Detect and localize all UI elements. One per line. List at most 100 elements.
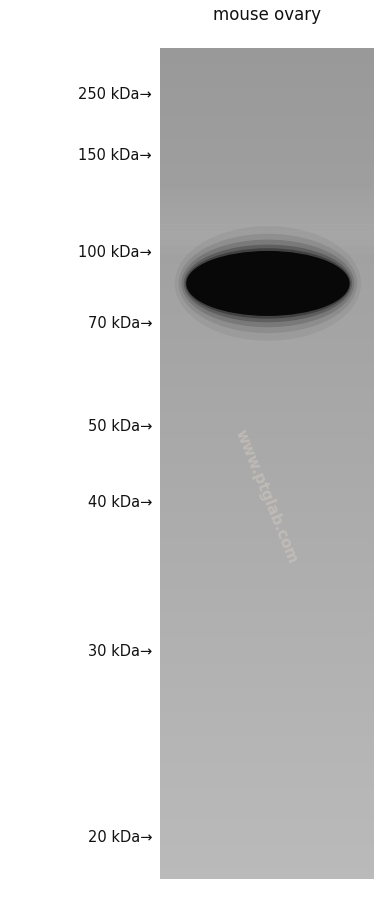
Bar xyxy=(160,422,374,431)
Bar xyxy=(160,638,374,647)
Bar xyxy=(160,687,374,697)
Bar xyxy=(160,210,374,233)
Bar xyxy=(160,364,374,373)
Bar xyxy=(160,298,374,307)
Bar xyxy=(160,779,374,788)
Bar xyxy=(160,704,374,713)
Bar xyxy=(160,655,374,664)
Ellipse shape xyxy=(175,226,361,341)
Bar xyxy=(160,314,374,324)
Bar xyxy=(160,74,374,83)
Bar xyxy=(160,746,374,755)
Bar xyxy=(160,106,374,116)
Bar xyxy=(160,373,374,382)
Bar xyxy=(160,223,374,232)
Bar xyxy=(160,98,374,107)
Bar xyxy=(160,82,374,91)
Text: 30 kDa→: 30 kDa→ xyxy=(88,644,152,658)
Bar xyxy=(160,232,374,254)
Bar xyxy=(160,530,374,539)
Bar xyxy=(160,272,374,282)
Text: mouse ovary: mouse ovary xyxy=(213,6,321,24)
Bar xyxy=(160,853,374,863)
Bar xyxy=(160,90,374,99)
Text: 100 kDa→: 100 kDa→ xyxy=(78,245,152,260)
Text: 150 kDa→: 150 kDa→ xyxy=(78,148,152,162)
Bar xyxy=(160,196,374,218)
Bar xyxy=(160,738,374,747)
Bar xyxy=(160,721,374,730)
Bar xyxy=(160,256,374,265)
Bar xyxy=(160,389,374,398)
Bar xyxy=(160,679,374,688)
Bar xyxy=(160,430,374,439)
Bar xyxy=(160,248,374,257)
Bar xyxy=(160,762,374,771)
Bar xyxy=(160,215,374,224)
Bar xyxy=(160,505,374,514)
Bar xyxy=(160,207,374,216)
Ellipse shape xyxy=(182,240,354,327)
Bar xyxy=(160,225,374,247)
Bar xyxy=(160,796,374,805)
Bar xyxy=(160,563,374,573)
Bar xyxy=(160,240,374,249)
Ellipse shape xyxy=(184,245,352,323)
Bar xyxy=(160,456,374,465)
Bar xyxy=(160,621,374,630)
Bar xyxy=(160,538,374,548)
Bar xyxy=(160,189,374,211)
Bar xyxy=(160,713,374,722)
Bar xyxy=(160,671,374,680)
Bar xyxy=(160,472,374,481)
Bar xyxy=(160,132,374,141)
Bar xyxy=(160,663,374,672)
Bar xyxy=(160,870,374,879)
Ellipse shape xyxy=(186,252,350,317)
Bar xyxy=(160,613,374,622)
Bar xyxy=(160,181,374,204)
Bar xyxy=(160,630,374,639)
Bar xyxy=(160,57,374,66)
Bar xyxy=(160,140,374,149)
Bar xyxy=(160,173,374,182)
Bar xyxy=(160,124,374,133)
Text: 40 kDa→: 40 kDa→ xyxy=(88,495,152,510)
Ellipse shape xyxy=(179,235,357,334)
Bar xyxy=(160,381,374,390)
Text: 20 kDa→: 20 kDa→ xyxy=(87,830,152,844)
Bar xyxy=(160,414,374,423)
Bar xyxy=(160,821,374,830)
Bar xyxy=(160,203,374,226)
Bar xyxy=(160,464,374,473)
Text: 250 kDa→: 250 kDa→ xyxy=(78,87,152,102)
Bar xyxy=(160,49,374,58)
Bar xyxy=(160,198,374,207)
Bar xyxy=(160,580,374,589)
Bar xyxy=(160,862,374,871)
Bar xyxy=(160,489,374,498)
Text: 70 kDa→: 70 kDa→ xyxy=(87,316,152,330)
Bar xyxy=(160,555,374,564)
Bar xyxy=(160,754,374,763)
Bar xyxy=(160,812,374,822)
Bar xyxy=(160,770,374,780)
Bar xyxy=(160,355,374,365)
Bar xyxy=(160,306,374,315)
Bar xyxy=(160,829,374,838)
Bar xyxy=(160,696,374,705)
Bar xyxy=(160,729,374,739)
Bar xyxy=(160,65,374,75)
Bar xyxy=(160,845,374,854)
Bar xyxy=(160,547,374,556)
Bar xyxy=(160,787,374,796)
Bar xyxy=(160,217,374,240)
Bar xyxy=(160,480,374,490)
Bar xyxy=(160,339,374,348)
Bar xyxy=(160,572,374,581)
Bar xyxy=(160,588,374,597)
Bar xyxy=(160,521,374,531)
Bar xyxy=(160,323,374,332)
Bar xyxy=(160,438,374,448)
Bar xyxy=(160,347,374,356)
